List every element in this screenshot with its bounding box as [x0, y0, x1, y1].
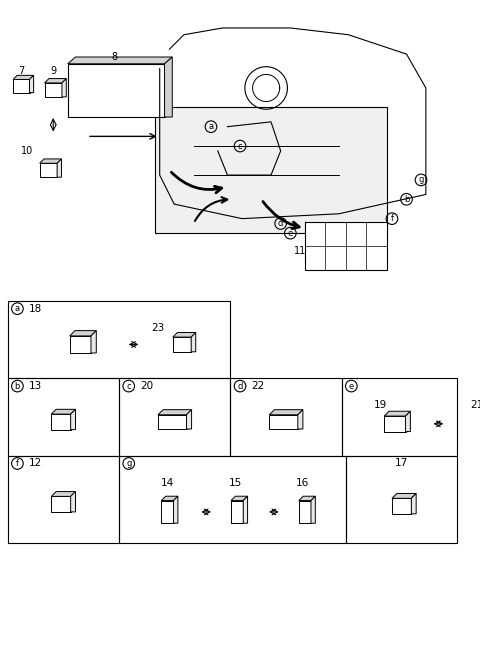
Polygon shape [70, 331, 96, 336]
Text: 13: 13 [29, 381, 42, 391]
Text: 21: 21 [470, 400, 480, 411]
Text: 12: 12 [29, 459, 42, 468]
Polygon shape [71, 491, 75, 512]
Bar [68, 64, 165, 117]
Text: e: e [288, 229, 293, 237]
Text: 22: 22 [252, 381, 265, 391]
Bar [45, 83, 62, 97]
Bar [347, 456, 457, 543]
Bar [392, 499, 411, 514]
Text: c: c [126, 382, 131, 390]
Text: b: b [404, 195, 409, 204]
Polygon shape [298, 410, 303, 429]
Text: 15: 15 [228, 478, 242, 488]
Text: g: g [126, 459, 132, 468]
Text: 14: 14 [161, 478, 174, 488]
Bar [230, 379, 342, 456]
Polygon shape [392, 493, 416, 499]
Polygon shape [231, 496, 248, 501]
Polygon shape [57, 159, 61, 177]
Bar [384, 416, 406, 432]
Bar [173, 337, 191, 352]
Text: g: g [419, 175, 424, 184]
Polygon shape [299, 496, 315, 501]
Polygon shape [476, 412, 480, 417]
Text: 10: 10 [21, 146, 34, 156]
Bar [51, 414, 71, 430]
Text: f: f [16, 459, 19, 468]
Text: 17: 17 [395, 459, 408, 468]
Text: 16: 16 [296, 478, 310, 488]
Bar [70, 336, 91, 353]
Bar [231, 501, 243, 523]
Polygon shape [187, 410, 192, 429]
Bar [269, 415, 298, 429]
Polygon shape [174, 496, 178, 523]
Bar [161, 501, 174, 523]
Bar [342, 379, 457, 456]
Polygon shape [71, 409, 75, 430]
Text: 9: 9 [50, 66, 56, 75]
Text: 7: 7 [18, 66, 24, 75]
Polygon shape [62, 79, 66, 97]
Polygon shape [411, 493, 416, 514]
Text: c: c [238, 142, 242, 150]
Bar [476, 417, 480, 431]
Bar [8, 379, 119, 456]
Polygon shape [13, 75, 34, 79]
Bar [155, 108, 387, 233]
Polygon shape [191, 333, 196, 352]
Text: 18: 18 [29, 304, 42, 314]
Polygon shape [40, 159, 61, 163]
Bar [305, 222, 387, 270]
Bar [51, 497, 71, 512]
Text: 23: 23 [151, 323, 164, 333]
Polygon shape [161, 496, 178, 501]
Bar [40, 163, 57, 177]
Text: 11: 11 [294, 245, 306, 256]
Polygon shape [165, 57, 172, 117]
Polygon shape [406, 411, 410, 432]
Polygon shape [29, 75, 34, 92]
FancyArrowPatch shape [171, 173, 222, 193]
Polygon shape [243, 496, 248, 523]
Bar [299, 501, 311, 523]
Bar [8, 301, 230, 379]
Text: a: a [15, 304, 20, 313]
Text: 20: 20 [140, 381, 154, 391]
Polygon shape [51, 409, 75, 414]
Polygon shape [45, 79, 66, 83]
Polygon shape [68, 57, 172, 64]
Text: b: b [15, 382, 20, 390]
Polygon shape [158, 410, 192, 415]
Polygon shape [311, 496, 315, 523]
Text: f: f [390, 214, 394, 223]
Bar [8, 456, 119, 543]
Polygon shape [51, 491, 75, 497]
Text: d: d [278, 219, 283, 228]
Text: e: e [348, 382, 354, 390]
FancyArrowPatch shape [263, 201, 299, 228]
Text: 8: 8 [111, 52, 117, 62]
Bar [119, 456, 347, 543]
Text: d: d [237, 382, 243, 390]
Bar [13, 79, 29, 92]
Text: a: a [208, 122, 214, 131]
Polygon shape [384, 411, 410, 416]
Bar [119, 379, 230, 456]
Bar [158, 415, 187, 429]
Polygon shape [173, 333, 196, 337]
Polygon shape [269, 410, 303, 415]
Polygon shape [91, 331, 96, 353]
Text: 19: 19 [374, 400, 387, 411]
